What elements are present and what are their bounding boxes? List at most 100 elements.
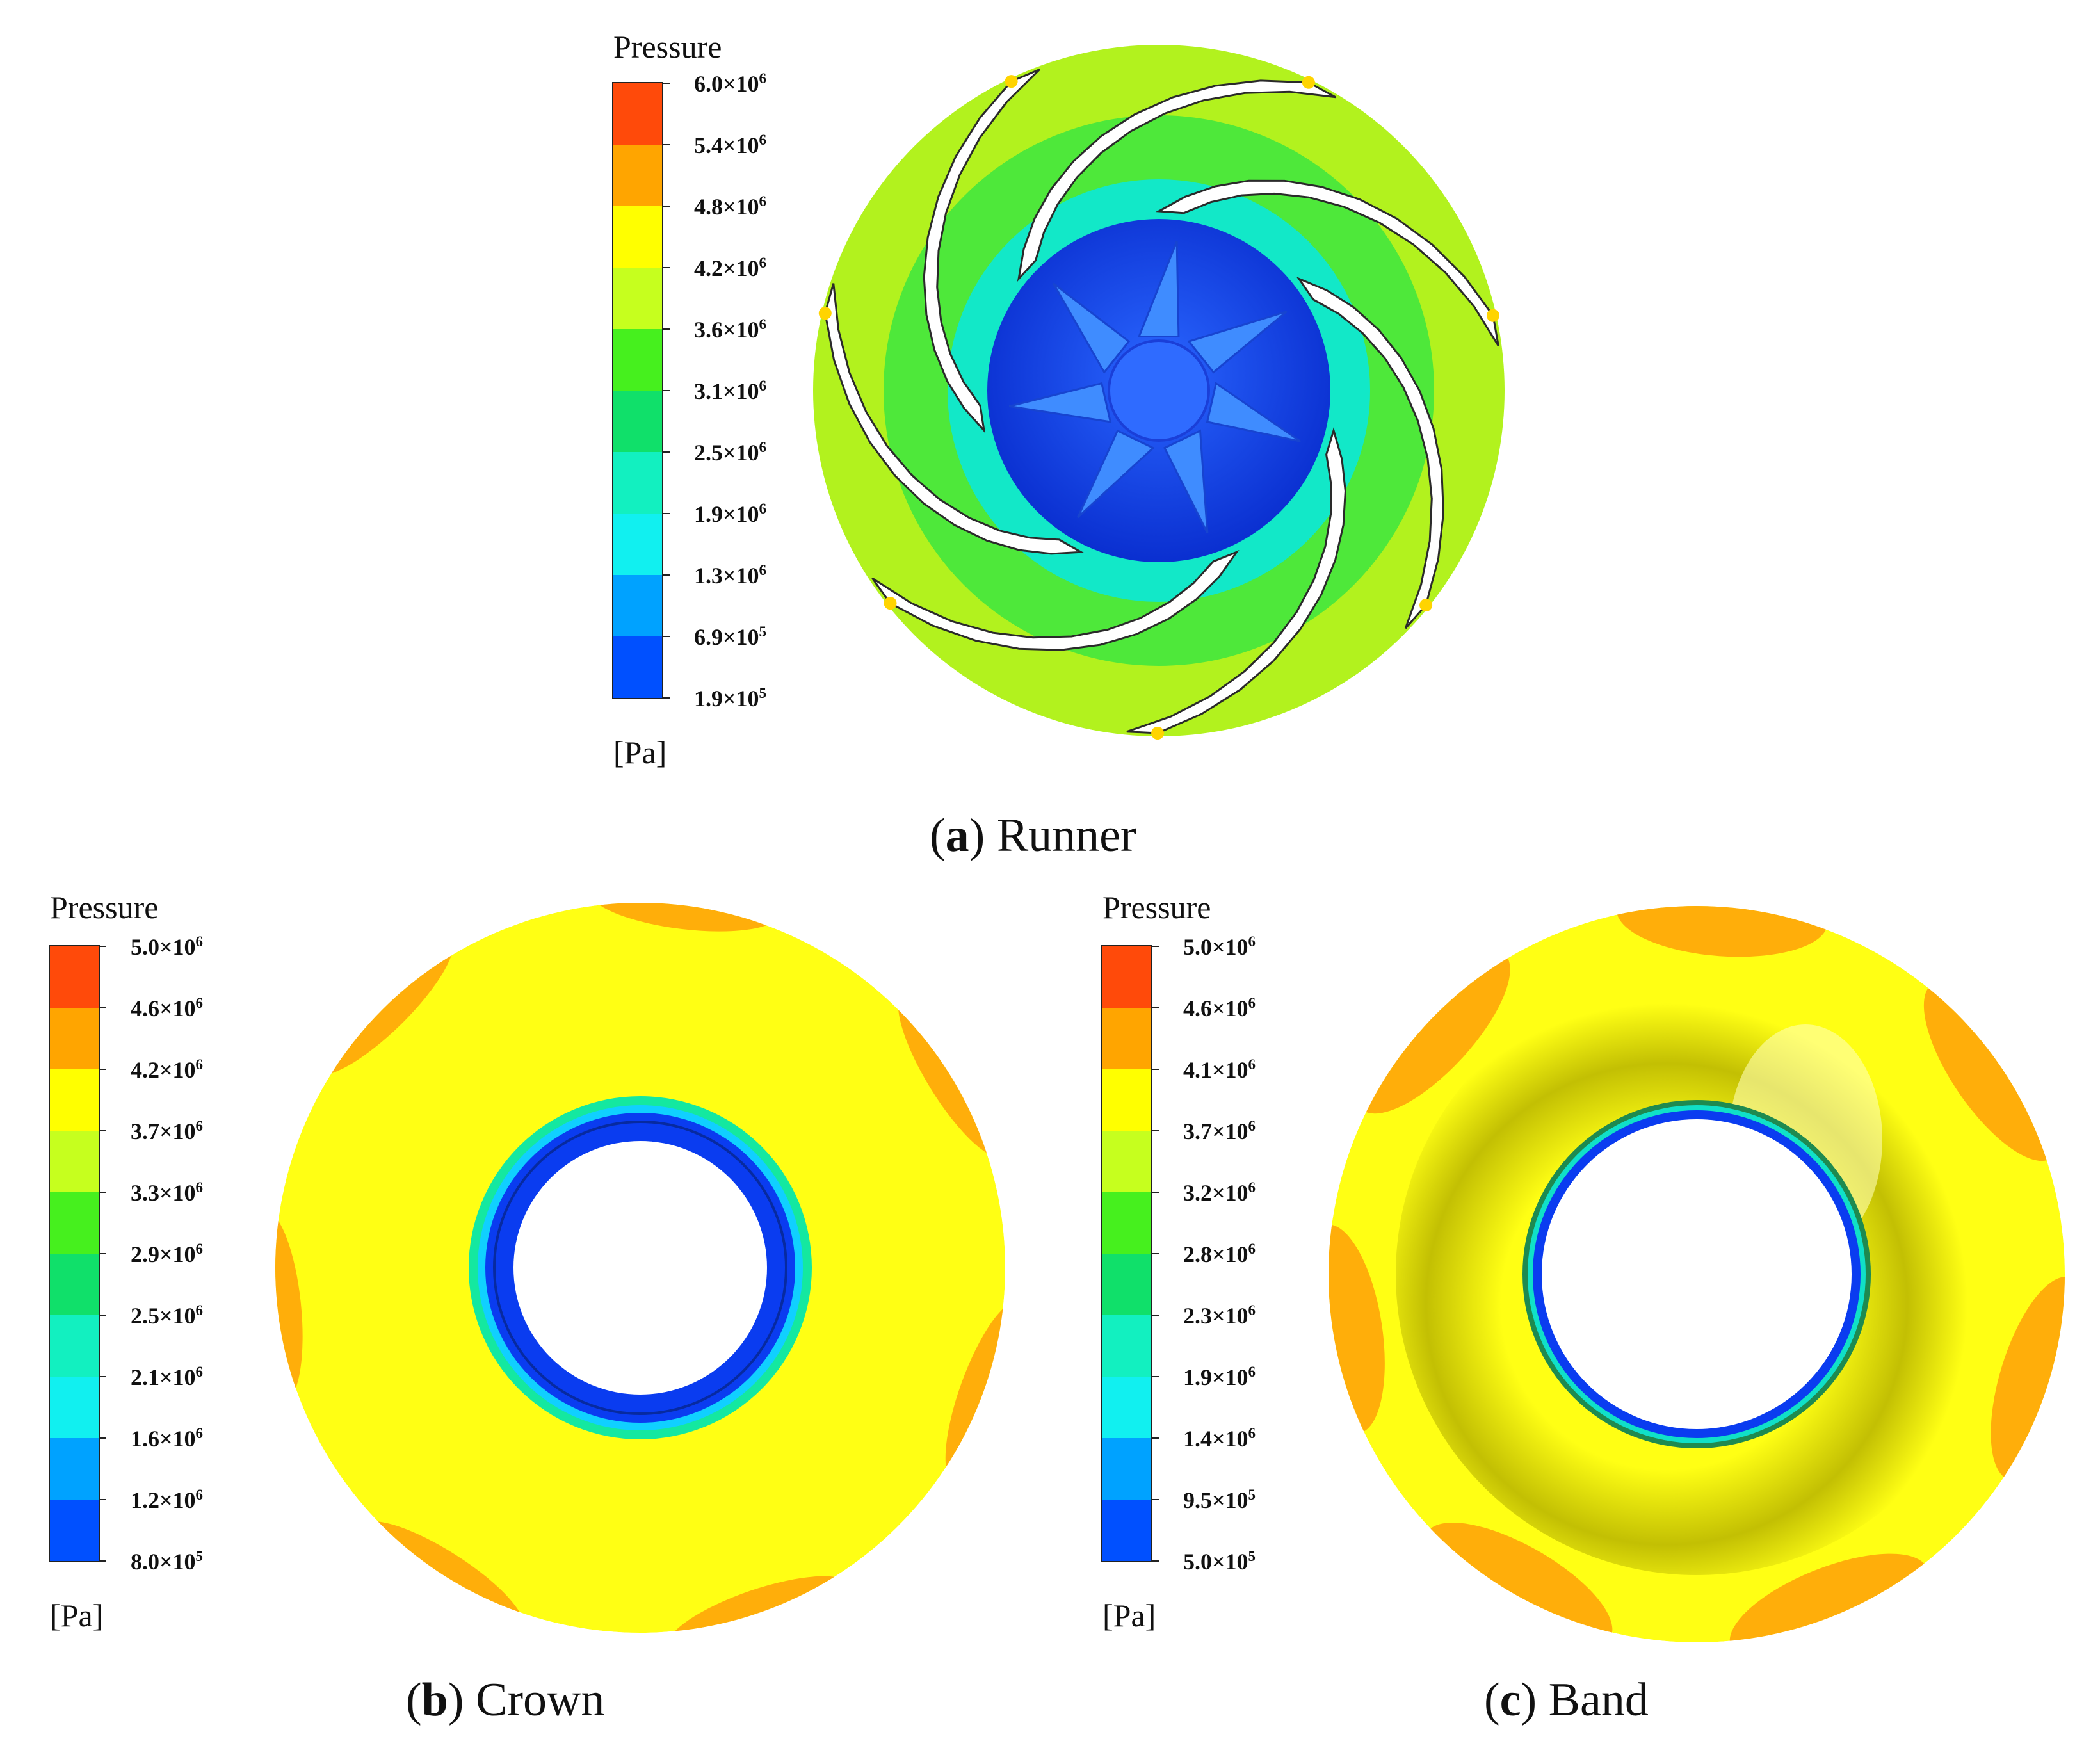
colorbar-tick-mark (663, 144, 670, 145)
colorbar-tick-mark (100, 1376, 106, 1377)
colorbar-tick-mark (100, 1499, 106, 1500)
colorbar-segment (1102, 1069, 1151, 1131)
colorbar-segment (50, 1131, 99, 1192)
runner-inner-vane (1137, 241, 1180, 337)
colorbar-tick-label: 1.9×106 (1183, 1364, 1256, 1390)
runner-blade (923, 69, 1040, 434)
legend-title: Pressure (1102, 889, 1211, 925)
colorbar-tick-mark (100, 946, 106, 947)
runner-inner-vane (1052, 282, 1131, 375)
colorbar-tick-mark (663, 697, 670, 699)
band-pressure-contour (1329, 906, 2065, 1642)
colorbar-tick-label: 1.2×106 (131, 1487, 204, 1513)
high-pressure-zone (589, 903, 780, 932)
high-pressure-zone (275, 1210, 303, 1402)
colorbar-tick-label: 4.6×106 (131, 995, 204, 1021)
runner-inner-vanes (1008, 241, 1302, 534)
colorbar-tick-mark (100, 1315, 106, 1316)
blade-tip-hotspot (1487, 309, 1499, 322)
colorbar-tick-mark (1152, 1376, 1159, 1377)
colorbar-segment (613, 391, 662, 452)
colorbar-segment (1102, 1131, 1151, 1192)
colorbar-segment (50, 1008, 99, 1069)
runner-blade (871, 550, 1240, 651)
colorbar-tick-label: 2.8×106 (1183, 1241, 1256, 1267)
colorbar-segment (50, 1438, 99, 1500)
colorbar-tick-label: 3.6×106 (694, 316, 767, 343)
legend-unit: [Pa] (50, 1598, 104, 1633)
caption-band: (c) Band (1484, 1674, 1649, 1726)
colorbar-tick-mark (663, 574, 670, 576)
colorbar-tick-mark (663, 451, 670, 453)
colorbar-tick-mark (663, 206, 670, 207)
colorbar-segment (613, 268, 662, 329)
high-pressure-zone (1355, 949, 1510, 1114)
colorbar-tick-label: 4.6×106 (1183, 995, 1256, 1021)
blade-tip-hotspot (884, 597, 897, 610)
colorbar-tick-label: 2.9×106 (131, 1241, 204, 1267)
colorbar-tick-label: 4.8×106 (694, 193, 767, 220)
colorbar-tick-mark (663, 636, 670, 637)
colorbar-tick-label: 8.0×105 (131, 1548, 204, 1574)
legend-unit: [Pa] (613, 734, 667, 770)
colorbar (612, 82, 663, 699)
colorbar-tick-label: 3.2×106 (1183, 1179, 1256, 1206)
runner-pressure-contour (813, 45, 1505, 740)
colorbar-tick-label: 5.0×106 (131, 934, 204, 960)
colorbar-tick-label: 6.0×106 (694, 70, 767, 97)
colorbar-tick-label: 2.5×106 (131, 1302, 204, 1329)
colorbar-tick-mark (1152, 1560, 1159, 1562)
colorbar-tick-label: 4.2×106 (131, 1056, 204, 1083)
colorbar-segment (613, 575, 662, 636)
colorbar-segment (1102, 1254, 1151, 1315)
colorbar-tick-mark (100, 1560, 106, 1562)
colorbar-tick-label: 1.6×106 (131, 1425, 204, 1452)
colorbar-segment (50, 1069, 99, 1131)
colorbar-tick-label: 2.3×106 (1183, 1302, 1256, 1329)
colorbar (49, 945, 100, 1562)
high-pressure-zone (1616, 906, 1828, 957)
blade-tip-hotspot (818, 307, 832, 320)
runner-blade (824, 283, 1085, 555)
blade-tip-hotspot (1419, 599, 1433, 612)
colorbar-tick-mark (1152, 946, 1159, 947)
colorbar-tick-mark (100, 1192, 106, 1193)
colorbar-segment (50, 1192, 99, 1254)
colorbar-segment (1102, 1377, 1151, 1438)
colorbar-tick-mark (1152, 1069, 1159, 1070)
runner-blade (1155, 179, 1499, 346)
colorbar-segment (50, 1315, 99, 1377)
colorbar-tick-mark (100, 1253, 106, 1254)
colorbar-tick-mark (1152, 1499, 1159, 1500)
colorbar-segment (613, 636, 662, 698)
colorbar-segment (1102, 1438, 1151, 1500)
colorbar-tick-mark (1152, 1192, 1159, 1193)
runner-blade (1017, 79, 1336, 282)
colorbar-segment (50, 1377, 99, 1438)
colorbar-tick-label: 5.4×106 (694, 132, 767, 158)
colorbar-tick-mark (100, 1437, 106, 1439)
colorbar-tick-label: 4.2×106 (694, 255, 767, 281)
colorbar-segment (613, 206, 662, 268)
colorbar-tick-label: 3.1×106 (694, 378, 767, 404)
colorbar-tick-label: 2.1×106 (131, 1364, 204, 1390)
caption-crown: (b) Crown (406, 1674, 605, 1726)
runner-inner-vane (1206, 382, 1302, 442)
colorbar-tick-mark (663, 83, 670, 84)
runner-blade (1296, 277, 1445, 629)
colorbar-segment (613, 329, 662, 391)
colorbar-tick-label: 4.1×106 (1183, 1056, 1256, 1083)
runner-shaft-cap (1108, 339, 1210, 442)
colorbar-segment (50, 1500, 99, 1561)
colorbar-tick-label: 1.4×106 (1183, 1425, 1256, 1452)
colorbar-tick-mark (1152, 1253, 1159, 1254)
colorbar (1101, 945, 1152, 1562)
colorbar-segment (50, 1254, 99, 1315)
colorbar-tick-mark (1152, 1437, 1159, 1439)
colorbar-tick-mark (663, 328, 670, 330)
runner-blade (1126, 427, 1346, 734)
colorbar-tick-mark (663, 513, 670, 514)
colorbar-tick-mark (100, 1130, 106, 1131)
colorbar-tick-label: 2.5×106 (694, 439, 767, 465)
colorbar-segment (613, 83, 662, 145)
